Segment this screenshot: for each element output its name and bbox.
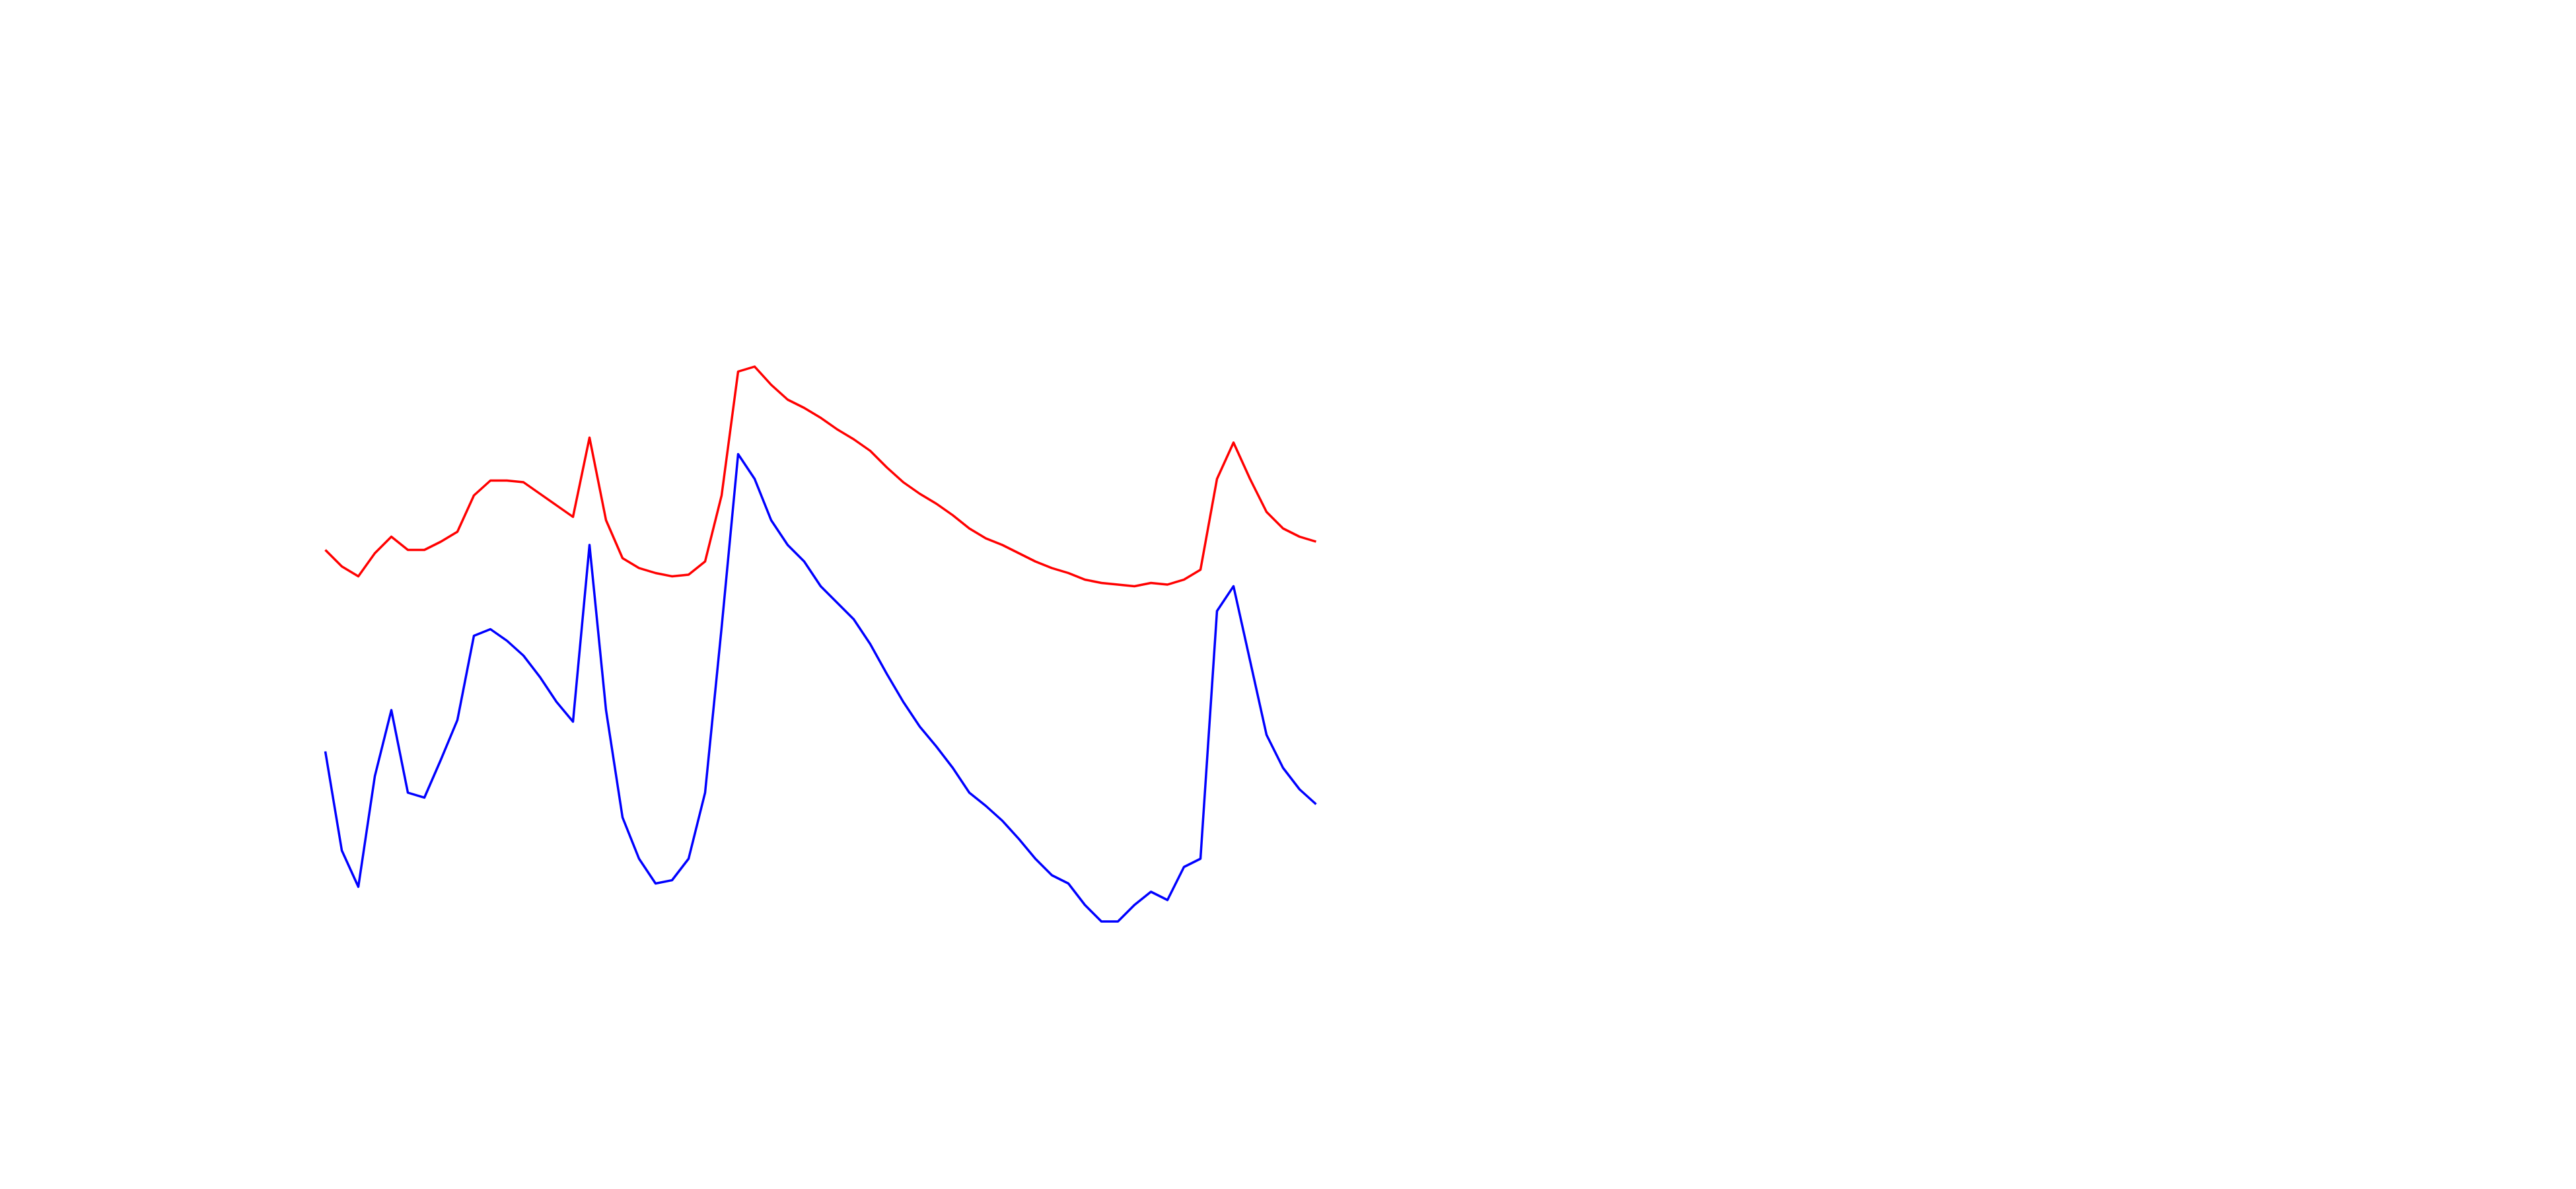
- series-line: [324, 365, 1317, 588]
- series-line: [324, 452, 1317, 923]
